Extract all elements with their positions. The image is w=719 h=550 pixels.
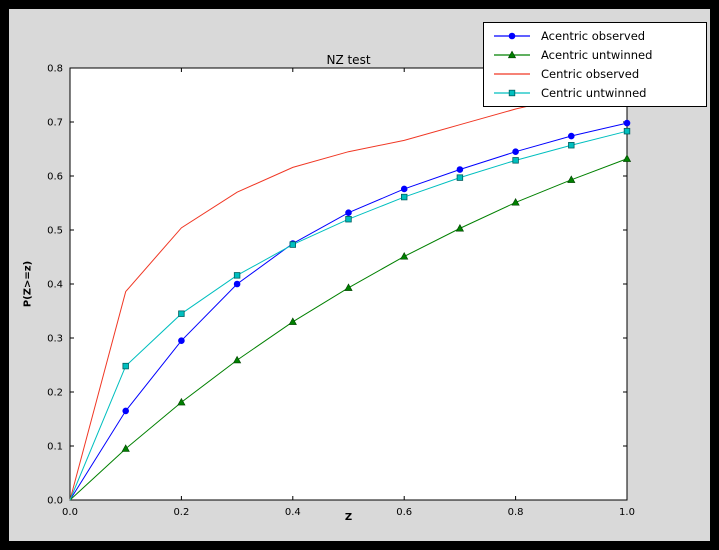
legend-label: Acentric observed — [541, 29, 646, 43]
y-axis-label: P(Z>=z) — [22, 260, 34, 308]
legend-label: Centric observed — [541, 67, 640, 81]
series-marker — [511, 198, 520, 206]
series-marker — [567, 175, 576, 183]
series-marker — [288, 317, 297, 325]
series-marker — [233, 272, 241, 279]
x-tick-label: 1.0 — [619, 507, 635, 518]
legend-item: Acentric observed — [492, 28, 696, 44]
series-marker — [122, 362, 129, 370]
series-marker — [233, 280, 241, 288]
x-tick-label: 0.2 — [173, 507, 189, 518]
series-marker — [121, 444, 130, 452]
x-tick-label: 0.6 — [396, 507, 412, 518]
legend-label: Centric untwinned — [541, 86, 647, 100]
figure: 0.0 0.2 0.4 0.6 0.8 1.0 0.0 0.1 0.2 0.3 0.4 0.5 0.6 0… — [9, 9, 710, 541]
series-marker — [400, 193, 408, 201]
series-marker — [232, 355, 242, 364]
series-marker — [400, 252, 409, 260]
y-tick-label: 0.1 — [47, 442, 63, 453]
series-marker — [177, 397, 186, 406]
series-marker — [289, 241, 296, 248]
series-marker — [622, 154, 632, 162]
series-marker — [122, 407, 129, 415]
y-tick-label: 0.2 — [47, 388, 63, 399]
chart-title: NZ test — [326, 53, 371, 67]
legend-line-sample — [494, 32, 530, 40]
x-axis-label: Z — [344, 512, 353, 523]
legend-line-sample — [494, 50, 530, 59]
legend-label: Acentric untwinned — [541, 48, 653, 62]
series-marker — [344, 283, 353, 291]
series-marker — [623, 127, 631, 135]
series-marker — [623, 119, 631, 127]
y-tick-label: 0.4 — [47, 280, 63, 291]
x-tick-label: 0.0 — [62, 507, 78, 518]
y-tick-label: 0.5 — [47, 226, 63, 237]
x-tick-label: 0.4 — [285, 507, 301, 518]
legend-item: Centric observed — [492, 66, 696, 82]
legend-line-sample — [494, 89, 530, 97]
series-marker — [178, 310, 185, 317]
series-marker — [512, 148, 519, 155]
series-marker — [508, 89, 516, 97]
series-marker — [508, 32, 516, 40]
y-tick-label: 0.3 — [47, 334, 63, 345]
series-marker — [507, 50, 517, 59]
legend: Acentric observed Acentric untwinned Cen… — [483, 22, 707, 107]
series-marker — [512, 157, 519, 164]
series-marker — [568, 132, 575, 140]
y-tick-label: 0.6 — [47, 172, 63, 183]
y-tick-label: 0.0 — [47, 496, 63, 507]
plot-area: 0.0 0.2 0.4 0.6 0.8 1.0 0.0 0.1 0.2 0.3 0.4 0.5 0.6 0… — [47, 64, 635, 519]
series-marker — [455, 223, 465, 232]
legend-item: Acentric untwinned — [492, 47, 696, 63]
y-tick-label: 0.8 — [47, 64, 63, 75]
series-marker — [345, 215, 352, 223]
series-marker — [456, 166, 464, 173]
series-marker — [568, 142, 575, 149]
legend-item: Centric untwinned — [492, 85, 696, 101]
series-marker — [178, 337, 185, 345]
legend-line-sample — [494, 73, 530, 75]
series-marker — [456, 174, 464, 181]
y-tick-label: 0.7 — [47, 118, 63, 129]
series-marker — [400, 185, 408, 193]
series-marker — [345, 209, 352, 217]
x-tick-label: 0.8 — [508, 507, 524, 518]
